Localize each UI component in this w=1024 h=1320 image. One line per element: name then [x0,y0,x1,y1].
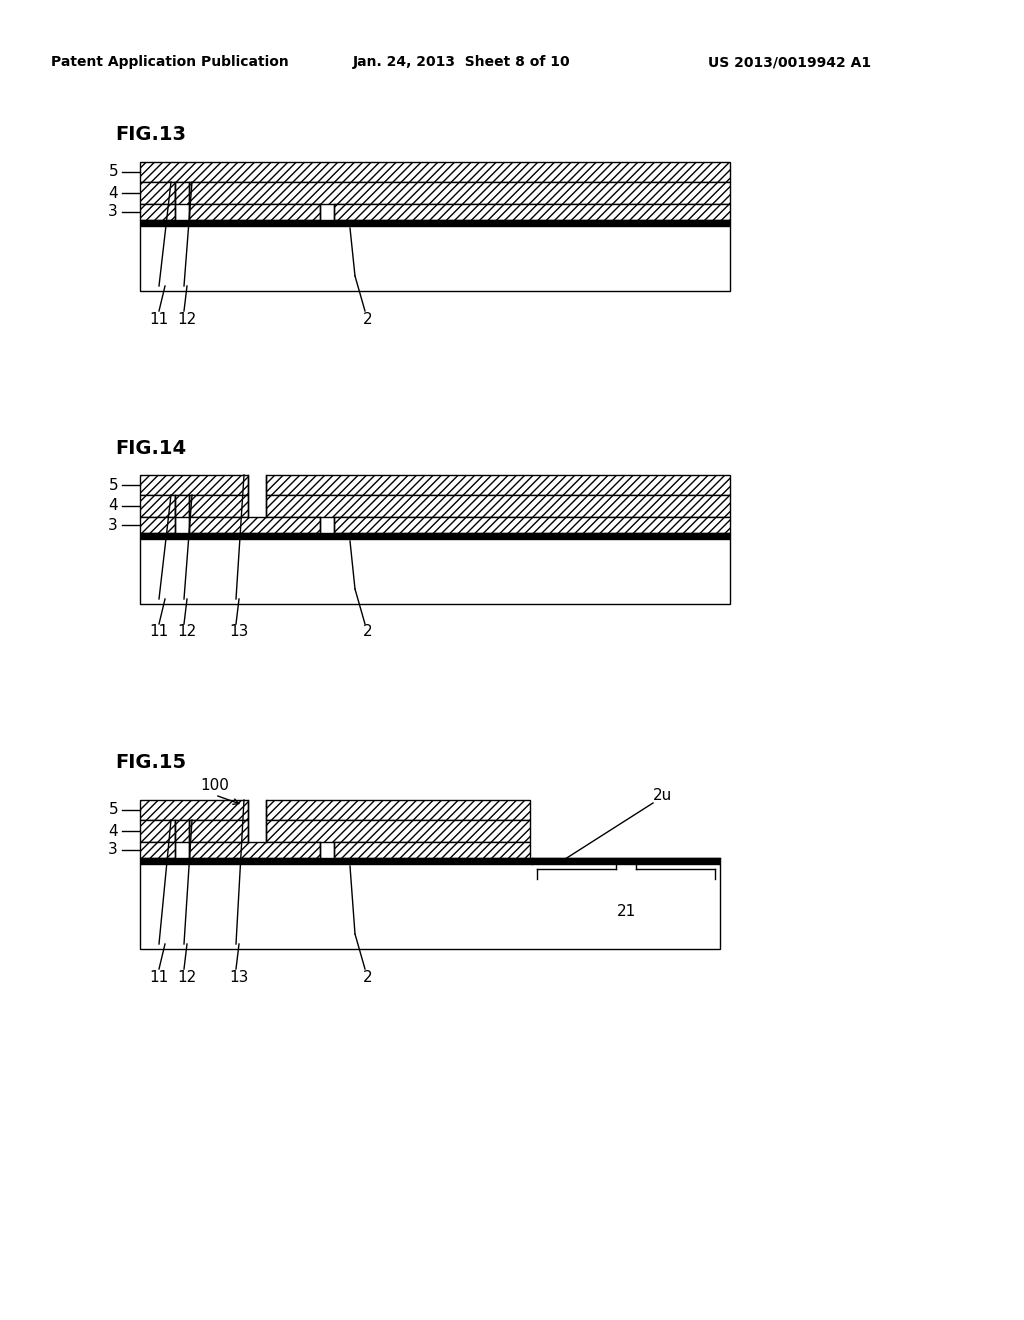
Bar [140,162,730,182]
Bar [175,495,189,517]
Bar [140,533,730,539]
Bar [334,205,730,220]
Text: 21: 21 [616,904,636,919]
Text: 5: 5 [109,803,118,817]
Text: 11: 11 [150,312,169,326]
Text: 2: 2 [364,624,373,639]
Text: US 2013/0019942 A1: US 2013/0019942 A1 [709,55,871,69]
Text: Patent Application Publication: Patent Application Publication [51,55,289,69]
Bar [140,858,720,865]
Bar [266,475,730,495]
Bar [266,495,730,517]
Text: 3: 3 [109,205,118,219]
Text: 100: 100 [201,777,229,792]
Text: 13: 13 [229,624,249,639]
Bar [140,220,730,226]
Text: 5: 5 [109,165,118,180]
Bar [140,495,175,517]
Text: 2: 2 [364,969,373,985]
Bar [175,820,189,842]
Bar [189,820,248,842]
Bar [140,800,248,820]
Text: FIG.13: FIG.13 [115,125,186,144]
Text: 11: 11 [150,624,169,639]
Text: Jan. 24, 2013  Sheet 8 of 10: Jan. 24, 2013 Sheet 8 of 10 [353,55,570,69]
Bar [175,182,189,205]
Text: FIG.15: FIG.15 [115,752,186,771]
Bar [140,182,175,205]
Text: 13: 13 [229,969,249,985]
Bar [140,865,720,949]
Bar [189,205,319,220]
Text: 2: 2 [364,312,373,326]
Bar [189,495,248,517]
Text: 12: 12 [177,969,197,985]
Text: 3: 3 [109,842,118,858]
Text: 5: 5 [109,478,118,492]
Text: 11: 11 [150,969,169,985]
Bar [189,842,319,858]
Text: 2u: 2u [653,788,673,803]
Text: 4: 4 [109,499,118,513]
Text: FIG.14: FIG.14 [115,438,186,458]
Text: 12: 12 [177,624,197,639]
Bar [140,539,730,605]
Bar [140,517,175,533]
Bar [140,475,248,495]
Bar [266,800,530,820]
Text: 12: 12 [177,312,197,326]
Bar [334,517,730,533]
Bar [189,517,319,533]
Bar [140,842,175,858]
Text: 4: 4 [109,186,118,201]
Bar [140,205,175,220]
Text: 4: 4 [109,824,118,838]
Bar [140,226,730,290]
Bar [334,842,530,858]
Text: 3: 3 [109,517,118,532]
Bar [189,182,730,205]
Bar [266,820,530,842]
Bar [140,820,175,842]
